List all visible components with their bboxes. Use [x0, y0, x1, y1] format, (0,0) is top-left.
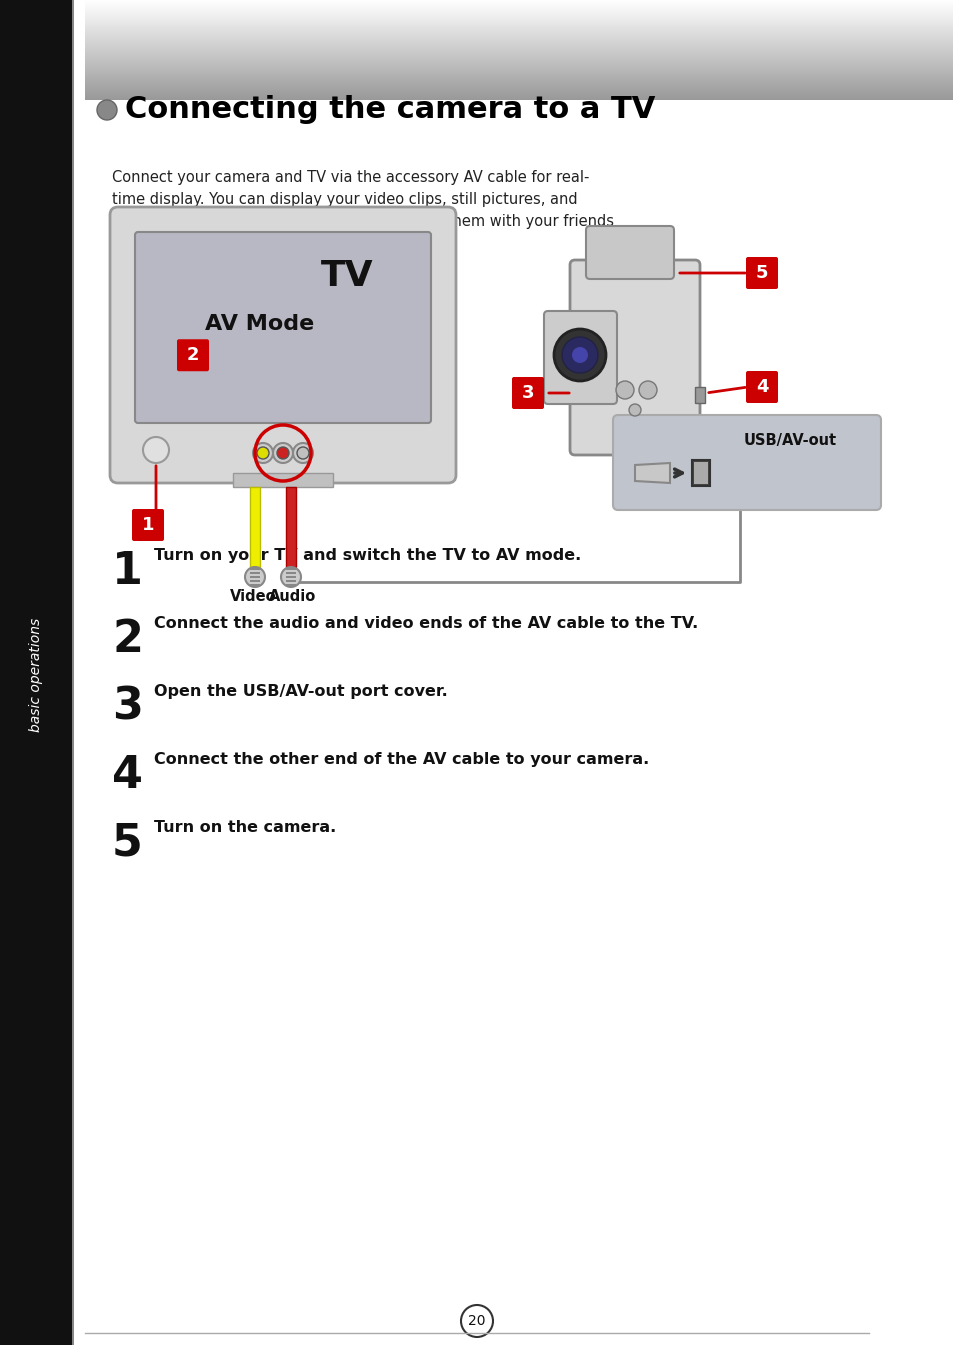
FancyBboxPatch shape	[135, 231, 431, 422]
Text: Connect your camera and TV via the accessory AV cable for real-
time display. Yo: Connect your camera and TV via the acces…	[112, 169, 614, 252]
Text: Connect the other end of the AV cable to your camera.: Connect the other end of the AV cable to…	[153, 752, 649, 767]
Circle shape	[616, 381, 634, 399]
Text: TV: TV	[320, 258, 373, 293]
Circle shape	[561, 338, 598, 373]
Text: 3: 3	[112, 686, 143, 729]
Bar	[286, 576, 295, 578]
Circle shape	[143, 437, 169, 463]
Circle shape	[253, 443, 273, 463]
Text: Connecting the camera to a TV: Connecting the camera to a TV	[125, 95, 655, 125]
FancyBboxPatch shape	[745, 371, 778, 404]
Circle shape	[628, 404, 640, 416]
Text: AV Mode: AV Mode	[205, 313, 314, 334]
Bar	[250, 568, 260, 570]
Text: Turn on the camera.: Turn on the camera.	[153, 820, 335, 835]
FancyBboxPatch shape	[132, 508, 164, 541]
Text: Connect the audio and video ends of the AV cable to the TV.: Connect the audio and video ends of the …	[153, 616, 698, 631]
Circle shape	[273, 443, 293, 463]
Text: USB/AV-out: USB/AV-out	[742, 433, 836, 448]
Bar	[691, 460, 709, 486]
Bar	[286, 568, 295, 570]
Bar	[250, 584, 260, 586]
Text: 2: 2	[187, 346, 199, 364]
Circle shape	[554, 330, 605, 381]
Text: Turn on your TV and switch the TV to AV mode.: Turn on your TV and switch the TV to AV …	[153, 547, 580, 564]
Bar	[250, 580, 260, 582]
FancyBboxPatch shape	[569, 260, 700, 455]
Text: 3: 3	[521, 385, 534, 402]
Bar	[0, 0, 71, 1345]
Bar	[250, 576, 260, 578]
Bar	[250, 487, 260, 568]
Circle shape	[639, 381, 657, 399]
Bar	[286, 487, 295, 568]
FancyBboxPatch shape	[177, 339, 209, 371]
Text: 4: 4	[112, 755, 143, 798]
FancyBboxPatch shape	[543, 311, 617, 403]
Bar	[286, 580, 295, 582]
Text: 2: 2	[112, 617, 143, 660]
Bar	[71, 0, 74, 1345]
FancyBboxPatch shape	[745, 257, 778, 289]
Text: 1: 1	[112, 550, 143, 593]
Text: 5: 5	[755, 264, 767, 282]
Circle shape	[293, 443, 313, 463]
FancyBboxPatch shape	[613, 416, 880, 510]
Text: Audio: Audio	[269, 589, 316, 604]
Polygon shape	[635, 463, 669, 483]
Bar	[250, 572, 260, 574]
Text: 20: 20	[468, 1314, 485, 1328]
Circle shape	[97, 100, 117, 120]
Circle shape	[296, 447, 309, 459]
Text: 1: 1	[142, 516, 154, 534]
FancyBboxPatch shape	[585, 226, 673, 278]
FancyBboxPatch shape	[110, 207, 456, 483]
Bar	[286, 572, 295, 574]
Text: 4: 4	[755, 378, 767, 395]
Circle shape	[276, 447, 289, 459]
FancyBboxPatch shape	[512, 377, 543, 409]
Text: 5: 5	[112, 822, 143, 865]
Circle shape	[256, 447, 269, 459]
Bar	[286, 584, 295, 586]
Circle shape	[460, 1305, 493, 1337]
Text: basic operations: basic operations	[29, 617, 43, 732]
Bar	[693, 461, 707, 484]
Circle shape	[572, 347, 587, 363]
Text: Open the USB/AV-out port cover.: Open the USB/AV-out port cover.	[153, 685, 447, 699]
Bar	[695, 387, 704, 404]
Circle shape	[281, 568, 301, 586]
Circle shape	[245, 568, 265, 586]
Bar	[233, 473, 333, 487]
Text: Video: Video	[230, 589, 276, 604]
